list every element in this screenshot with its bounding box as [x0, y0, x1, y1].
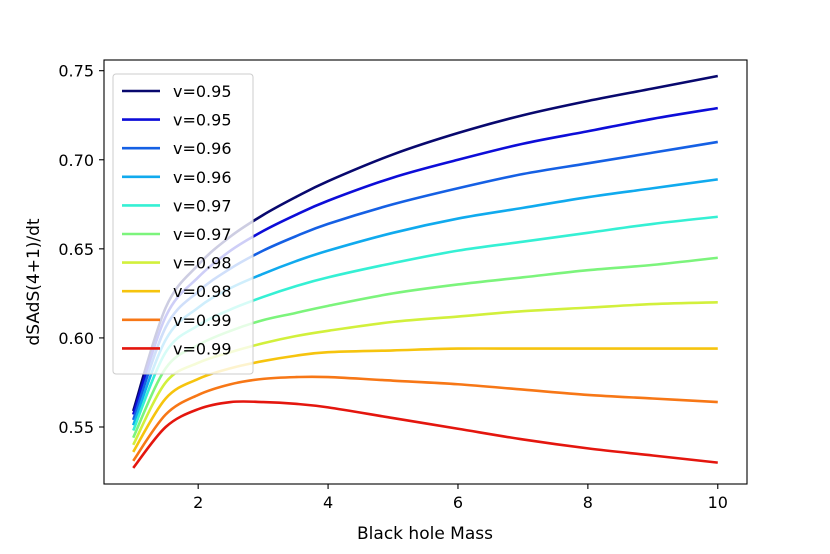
- legend-label: v=0.99: [173, 311, 232, 330]
- series-line-9: [132, 375, 718, 462]
- legend-label: v=0.96: [173, 139, 232, 158]
- legend-label: v=0.97: [173, 225, 232, 244]
- legend-label: v=0.95: [173, 111, 232, 130]
- series-line-10: [132, 400, 718, 469]
- legend-label: v=0.98: [173, 282, 232, 301]
- legend-label: v=0.98: [173, 254, 232, 273]
- y-tick-label: 0.70: [58, 151, 94, 170]
- y-axis-label: dSAdS(4+1)/dt: [24, 218, 44, 345]
- x-tick-label: 4: [323, 493, 333, 512]
- legend-label: v=0.97: [173, 196, 232, 215]
- legend: v=0.95 v=0.95 v=0.96 v=0.96 v=0.97 v=0.97 v=0.…: [112, 73, 254, 375]
- legend-label: v=0.95: [173, 82, 232, 101]
- y-tick-label: 0.55: [58, 418, 94, 437]
- x-axis-label: Black hole Mass: [357, 524, 493, 544]
- legend-label: v=0.96: [173, 168, 232, 187]
- y-tick-label: 0.65: [58, 240, 94, 259]
- axes-group: 2 4 6 8 10 0.55 0.60 0.65 0.70 0.75: [58, 59, 748, 512]
- series-line-8: [132, 347, 718, 453]
- x-tick-label: 8: [583, 493, 593, 512]
- x-tick-label: 2: [193, 493, 203, 512]
- y-tick-label: 0.60: [58, 329, 94, 348]
- legend-label: v=0.99: [173, 339, 232, 358]
- y-tick-label: 0.75: [58, 62, 94, 81]
- x-tick-label: 10: [708, 493, 728, 512]
- x-tick-label: 6: [453, 493, 463, 512]
- axes-frame: [103, 59, 748, 485]
